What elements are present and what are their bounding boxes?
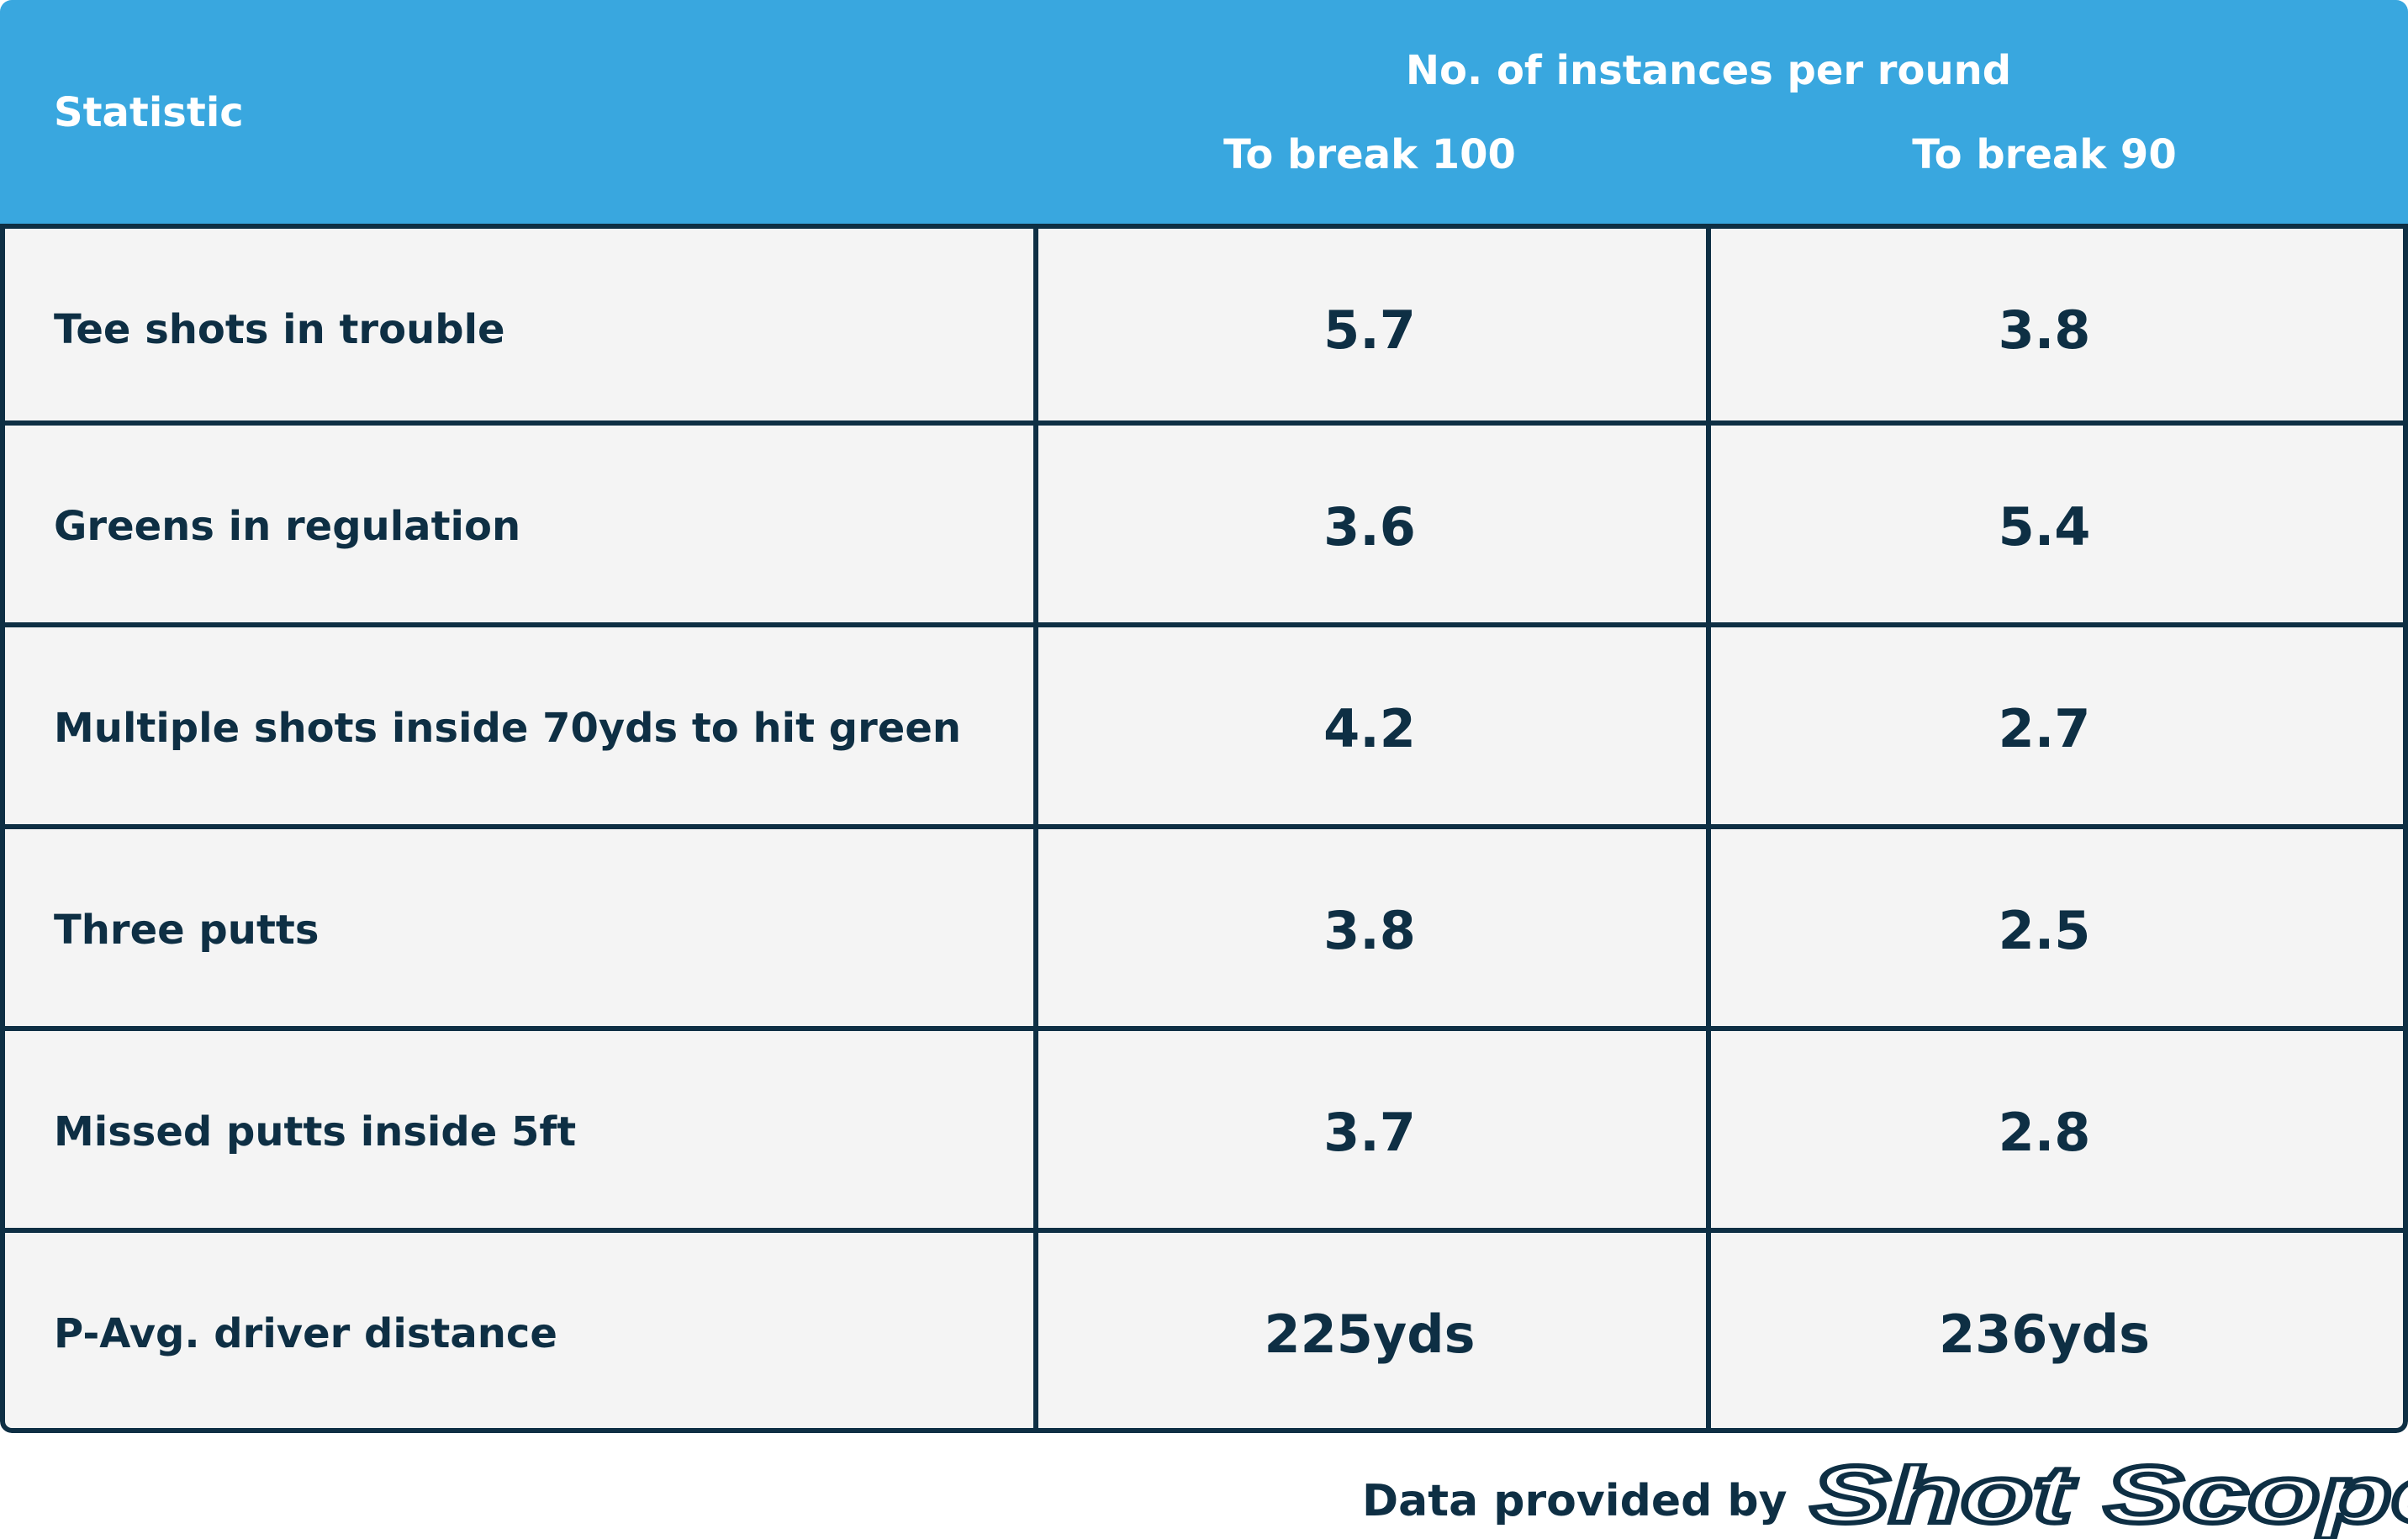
row-divider	[5, 622, 2403, 627]
row-break-90-value: 5.4	[1998, 495, 2091, 558]
row-divider	[5, 1026, 2403, 1031]
row-break-90-value: 3.8	[1998, 299, 2091, 361]
table-row: Tee shots in trouble 5.7 3.8	[5, 229, 2403, 431]
row-break-90-value: 236yds	[1938, 1303, 2151, 1365]
row-break-100-value: 3.7	[1323, 1101, 1416, 1163]
row-statistic: Greens in regulation	[54, 503, 521, 550]
row-break-100-value: 4.2	[1323, 697, 1416, 759]
row-break-100-value: 3.8	[1323, 899, 1416, 961]
table-row: Greens in regulation 3.6 5.4	[5, 426, 2403, 627]
data-credit: Data provided by Shot Scope	[1362, 1463, 2408, 1539]
row-statistic: Tee shots in trouble	[54, 306, 505, 353]
row-statistic: Three putts	[54, 907, 319, 954]
stats-table: Statistic No. of instances per round To …	[0, 0, 2408, 1433]
row-statistic: Multiple shots inside 70yds to hit green	[54, 705, 962, 752]
row-break-100-value: 5.7	[1323, 299, 1416, 361]
table-row: Three putts 3.8 2.5	[5, 829, 2403, 1031]
table-row: P-Avg. driver distance 225yds 236yds	[5, 1233, 2403, 1433]
table-header: Statistic No. of instances per round To …	[0, 0, 2408, 225]
row-divider	[5, 1228, 2403, 1233]
header-statistic: Statistic	[54, 89, 244, 136]
credit-text: Data provided by	[1362, 1476, 1788, 1526]
row-divider	[5, 420, 2403, 426]
row-statistic: P-Avg. driver distance	[54, 1310, 557, 1357]
row-break-90-value: 2.7	[1998, 697, 2091, 759]
table-body: Tee shots in trouble 5.7 3.8 Greens in r…	[0, 224, 2408, 1433]
row-break-100-value: 225yds	[1264, 1303, 1476, 1365]
row-break-90-value: 2.8	[1998, 1101, 2091, 1163]
svg-text:Shot Scope: Shot Scope	[1811, 1463, 2408, 1539]
row-break-90-value: 2.5	[1998, 899, 2091, 961]
row-statistic: Missed putts inside 5ft	[54, 1108, 577, 1156]
table-row: Missed putts inside 5ft 3.7 2.8	[5, 1031, 2403, 1233]
row-break-100-value: 3.6	[1323, 495, 1416, 558]
shot-scope-logo: Shot Scope	[1809, 1463, 2408, 1539]
header-col-break-90: To break 90	[1912, 131, 2177, 178]
table-row: Multiple shots inside 70yds to hit green…	[5, 627, 2403, 829]
header-group-label: No. of instances per round	[1405, 47, 2012, 94]
row-divider	[5, 824, 2403, 829]
header-col-break-100: To break 100	[1223, 131, 1516, 178]
